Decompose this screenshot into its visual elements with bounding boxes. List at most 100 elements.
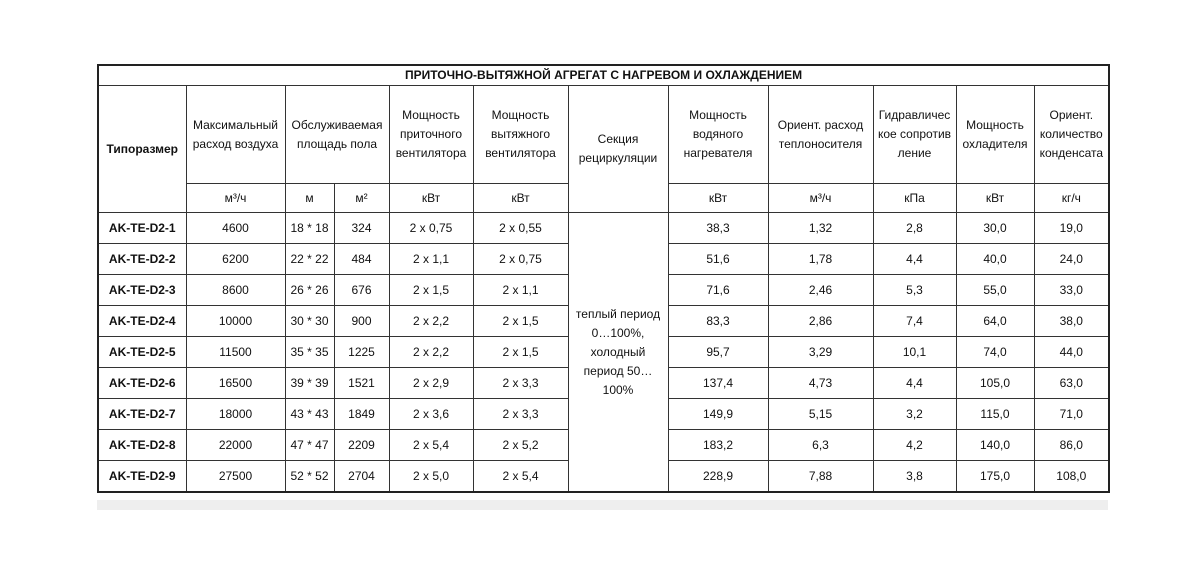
data-row: AK-TE-D2-8 22000 47 * 47 2209 2 x 5,4 2 x 5,2… [97, 429, 1110, 461]
data-cell: 324 [333, 212, 390, 244]
data-cell: 2 x 3,3 [472, 367, 569, 399]
data-cell: 2 x 1,5 [472, 305, 569, 337]
unit-cell: кВт [955, 183, 1035, 213]
data-cell: 35 * 35 [284, 336, 335, 368]
column-header: Ориент. расход теплоносителя [767, 85, 874, 184]
data-cell: 3,8 [872, 460, 957, 493]
column-header: Ориент. количество конденсата [1033, 85, 1110, 184]
units-row: м³/ч м м² кВт кВт кВт м³/ч кПа кВт кг/ч [98, 183, 1110, 213]
data-row: AK-TE-D2-3 8600 26 * 26 676 2 x 1,5 2 x 1,1 71… [97, 274, 1110, 306]
data-cell: 2 x 3,3 [472, 398, 569, 430]
model-name: AK-TE-D2-8 [97, 429, 187, 461]
data-cell: 1,32 [767, 212, 874, 244]
data-cell: 5,15 [767, 398, 874, 430]
data-cell: 2209 [333, 429, 390, 461]
data-cell: 19,0 [1033, 212, 1110, 244]
unit-cell: кПа [872, 183, 957, 213]
data-cell: 4,2 [872, 429, 957, 461]
data-cell: 8600 [185, 274, 286, 306]
data-cell: 108,0 [1033, 460, 1110, 493]
data-row: AK-TE-D2-7 18000 43 * 43 1849 2 x 3,6 2 x 3,3… [97, 398, 1110, 430]
data-cell: 71,0 [1033, 398, 1110, 430]
unit-cell: м [284, 183, 335, 213]
data-cell: 38,3 [667, 212, 769, 244]
data-cell: 1,78 [767, 243, 874, 275]
data-cell: 105,0 [955, 367, 1035, 399]
unit-cell: кВт [388, 183, 474, 213]
data-cell: 63,0 [1033, 367, 1110, 399]
data-cell: 47 * 47 [284, 429, 335, 461]
data-cell: 51,6 [667, 243, 769, 275]
data-cell: 83,3 [667, 305, 769, 337]
column-header: Типоразмер [97, 85, 187, 213]
data-cell: 74,0 [955, 336, 1035, 368]
unit-cell: м³/ч [767, 183, 874, 213]
data-cell: 39 * 39 [284, 367, 335, 399]
data-cell: 26 * 26 [284, 274, 335, 306]
column-header: Мощность приточного вентилятора [388, 85, 474, 184]
data-cell: 115,0 [955, 398, 1035, 430]
data-row: AK-TE-D2-1 4600 18 * 18 324 2 x 0,75 2 x 0,55… [97, 212, 1110, 493]
data-cell: 137,4 [667, 367, 769, 399]
data-cell: 1521 [333, 367, 390, 399]
model-name: AK-TE-D2-4 [97, 305, 187, 337]
data-cell: 10000 [185, 305, 286, 337]
model-name: AK-TE-D2-7 [97, 398, 187, 430]
data-cell: 4,4 [872, 367, 957, 399]
spec-table: ПРИТОЧНО-ВЫТЯЖНОЙ АГРЕГАТ С НАГРЕВОМ И О… [97, 64, 1111, 493]
shadow [97, 500, 1108, 510]
data-cell: 2 x 5,2 [472, 429, 569, 461]
data-cell: 7,88 [767, 460, 874, 493]
model-name: AK-TE-D2-2 [97, 243, 187, 275]
data-cell: 2 x 2,2 [388, 336, 474, 368]
data-cell: 30 * 30 [284, 305, 335, 337]
data-row: AK-TE-D2-9 27500 52 * 52 2704 2 x 5,0 2 x 5,4… [97, 460, 1110, 493]
model-name: AK-TE-D2-3 [97, 274, 187, 306]
data-cell: 175,0 [955, 460, 1035, 493]
data-cell: 2 x 2,2 [388, 305, 474, 337]
unit-cell: м³/ч [185, 183, 286, 213]
unit-cell: кВт [472, 183, 569, 213]
data-cell: 2 x 1,1 [472, 274, 569, 306]
data-cell: 676 [333, 274, 390, 306]
data-row: AK-TE-D2-5 11500 35 * 35 1225 2 x 2,2 2 x 1,5… [97, 336, 1110, 368]
data-cell: 43 * 43 [284, 398, 335, 430]
data-cell: 71,6 [667, 274, 769, 306]
column-header: Мощность вытяжного вентилятора [472, 85, 569, 184]
data-cell: 1225 [333, 336, 390, 368]
column-header: Обслуживаемая площадь пола [284, 85, 390, 184]
data-cell: 10,1 [872, 336, 957, 368]
data-cell: 2704 [333, 460, 390, 493]
column-header: Мощность водяного нагревателя [667, 85, 769, 184]
data-cell: 30,0 [955, 212, 1035, 244]
data-cell: 86,0 [1033, 429, 1110, 461]
data-cell: 24,0 [1033, 243, 1110, 275]
data-cell: 44,0 [1033, 336, 1110, 368]
data-cell: 2 x 5,4 [472, 460, 569, 493]
data-cell: 2 x 5,4 [388, 429, 474, 461]
head-row: Типоразмер Максимальный расход воздуха Обс… [97, 85, 1110, 213]
data-cell: 55,0 [955, 274, 1035, 306]
data-cell: 11500 [185, 336, 286, 368]
data-cell: 149,9 [667, 398, 769, 430]
data-cell: 4600 [185, 212, 286, 244]
data-cell: 2,86 [767, 305, 874, 337]
data-cell: 4,73 [767, 367, 874, 399]
model-name: AK-TE-D2-9 [97, 460, 187, 493]
data-cell: 2 x 2,9 [388, 367, 474, 399]
data-cell: 64,0 [955, 305, 1035, 337]
data-cell: 38,0 [1033, 305, 1110, 337]
data-cell: 6200 [185, 243, 286, 275]
data-cell: 900 [333, 305, 390, 337]
data-cell: 7,4 [872, 305, 957, 337]
data-cell: 140,0 [955, 429, 1035, 461]
data-cell: 5,3 [872, 274, 957, 306]
data-cell: 2 x 0,75 [472, 243, 569, 275]
data-cell: 18000 [185, 398, 286, 430]
data-cell: 40,0 [955, 243, 1035, 275]
data-cell: 3,29 [767, 336, 874, 368]
model-name: AK-TE-D2-1 [97, 212, 187, 244]
unit-cell: м² [333, 183, 390, 213]
data-cell: 27500 [185, 460, 286, 493]
